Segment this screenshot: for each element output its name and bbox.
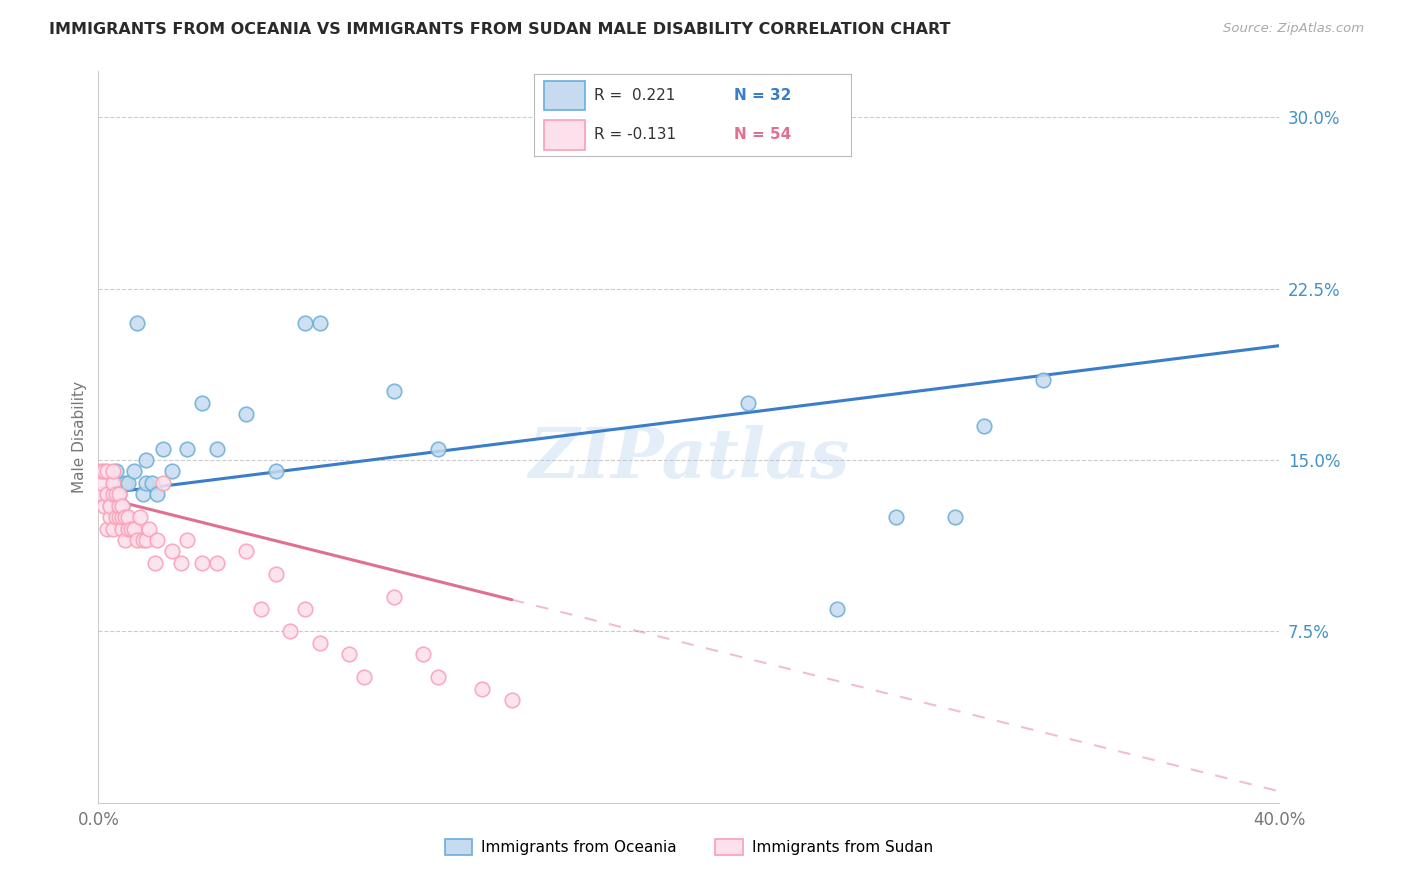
Text: R = -0.131: R = -0.131 <box>595 128 676 142</box>
Point <box>120 521 142 535</box>
Point <box>250 601 273 615</box>
Point <box>146 487 169 501</box>
Point <box>146 533 169 547</box>
Point <box>103 464 125 478</box>
Point <box>111 499 134 513</box>
Legend: Immigrants from Oceania, Immigrants from Sudan: Immigrants from Oceania, Immigrants from… <box>439 833 939 861</box>
Point <box>125 533 148 547</box>
Point <box>96 464 118 478</box>
Y-axis label: Male Disability: Male Disability <box>72 381 87 493</box>
Point <box>114 510 136 524</box>
Point <box>235 544 257 558</box>
Point <box>114 533 136 547</box>
Text: ZIPatlas: ZIPatlas <box>529 425 849 492</box>
Point <box>96 521 118 535</box>
Point <box>108 487 131 501</box>
Point <box>884 510 907 524</box>
Point <box>143 556 166 570</box>
Point <box>191 556 214 570</box>
Point <box>737 396 759 410</box>
Point <box>132 533 155 547</box>
Point <box>111 510 134 524</box>
Point <box>93 464 115 478</box>
Point <box>943 510 966 524</box>
Text: N = 54: N = 54 <box>734 128 790 142</box>
Point <box>309 316 332 330</box>
Point <box>162 544 183 558</box>
Point <box>264 464 287 478</box>
Point <box>96 487 118 501</box>
Point <box>471 681 494 696</box>
Point <box>205 442 228 456</box>
Point <box>128 510 150 524</box>
Point <box>191 396 214 410</box>
Point <box>122 521 145 535</box>
Point <box>90 487 112 501</box>
Point <box>108 499 131 513</box>
Point <box>427 670 450 684</box>
Point <box>205 556 228 570</box>
Point <box>98 510 121 524</box>
Point <box>108 487 131 501</box>
Point <box>103 521 125 535</box>
Point <box>111 521 134 535</box>
Point <box>98 499 121 513</box>
Point <box>103 487 125 501</box>
Point <box>170 556 193 570</box>
Point <box>117 475 139 490</box>
Point <box>152 475 174 490</box>
Point <box>90 475 112 490</box>
Text: R =  0.221: R = 0.221 <box>595 88 676 103</box>
Point <box>152 442 174 456</box>
Text: N = 32: N = 32 <box>734 88 792 103</box>
Point <box>122 464 145 478</box>
Point <box>93 487 115 501</box>
Point <box>1032 373 1054 387</box>
Point <box>309 636 332 650</box>
Point <box>103 475 125 490</box>
Point <box>98 499 121 513</box>
Point <box>973 418 995 433</box>
Point <box>176 533 198 547</box>
Point <box>294 316 316 330</box>
Point <box>125 316 148 330</box>
Point <box>294 601 316 615</box>
Point <box>353 670 375 684</box>
Point <box>105 510 128 524</box>
Point <box>105 464 128 478</box>
Point <box>264 567 287 582</box>
Point <box>138 521 160 535</box>
Point <box>114 475 136 490</box>
Text: IMMIGRANTS FROM OCEANIA VS IMMIGRANTS FROM SUDAN MALE DISABILITY CORRELATION CHA: IMMIGRANTS FROM OCEANIA VS IMMIGRANTS FR… <box>49 22 950 37</box>
Point <box>117 521 139 535</box>
Point <box>135 533 157 547</box>
Point <box>280 624 302 639</box>
Point <box>103 475 125 490</box>
Point <box>176 442 198 456</box>
Point <box>90 464 112 478</box>
Point <box>825 601 848 615</box>
Point <box>141 475 163 490</box>
Point <box>412 647 434 661</box>
Point <box>135 453 157 467</box>
Point <box>111 499 134 513</box>
Point <box>427 442 450 456</box>
Point <box>135 475 157 490</box>
Point <box>235 407 257 421</box>
FancyBboxPatch shape <box>544 120 585 150</box>
Point <box>105 487 128 501</box>
Point <box>162 464 183 478</box>
Point <box>93 499 115 513</box>
Text: Source: ZipAtlas.com: Source: ZipAtlas.com <box>1223 22 1364 36</box>
Point <box>382 590 405 604</box>
Point <box>501 693 523 707</box>
Point <box>108 510 131 524</box>
Point <box>382 384 405 399</box>
Point <box>117 510 139 524</box>
Point <box>132 487 155 501</box>
Point <box>339 647 361 661</box>
FancyBboxPatch shape <box>544 80 585 110</box>
